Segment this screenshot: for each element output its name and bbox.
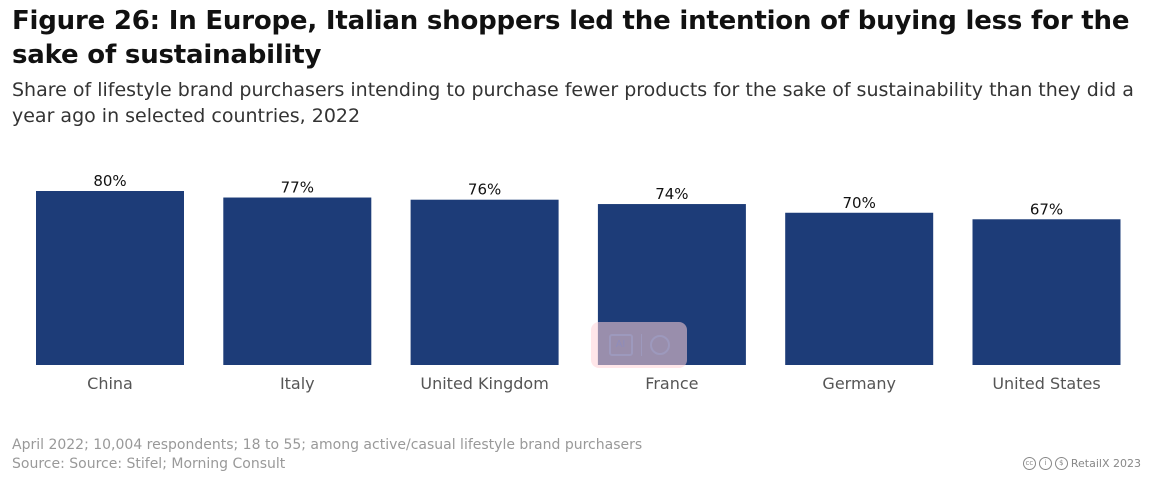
category-label: France xyxy=(645,374,698,393)
data-label: 77% xyxy=(281,179,314,197)
category-label: United States xyxy=(992,374,1100,393)
category-label: China xyxy=(87,374,133,393)
bar-united-kingdom xyxy=(410,199,559,365)
brand-label: RetailX 2023 xyxy=(1070,457,1141,470)
category-label: Germany xyxy=(822,374,896,393)
data-label: 80% xyxy=(93,172,126,190)
data-label: 67% xyxy=(1030,200,1063,218)
search-icon xyxy=(649,335,670,355)
data-label: 76% xyxy=(468,181,501,199)
bar-united-states xyxy=(972,219,1121,365)
data-label: 74% xyxy=(655,185,688,203)
watermark-divider xyxy=(640,334,642,356)
source-note: Source: Source: Stifel; Morning Consult xyxy=(12,456,286,472)
noncommercial-icon: $ xyxy=(1054,457,1068,470)
creative-commons-icon: cc xyxy=(1022,457,1036,470)
category-label: United Kingdom xyxy=(420,374,548,393)
copyright-brand: cc i $ RetailX 2023 xyxy=(1022,457,1141,470)
bar-germany xyxy=(785,212,934,365)
survey-note: April 2022; 10,004 respondents; 18 to 55… xyxy=(12,437,643,453)
bar-china xyxy=(36,191,184,365)
ai-search-watermark[interactable]: AI xyxy=(591,322,687,368)
attribution-icon: i xyxy=(1038,457,1052,470)
bar-chart: 80% China 77% Italy 76% United Kingdom 74% Fran… xyxy=(36,172,1121,393)
ai-icon: AI xyxy=(608,334,633,356)
category-label: Italy xyxy=(280,374,315,393)
chart-title: Figure 26: In Europe, Italian shoppers l… xyxy=(12,6,1130,70)
data-label: 70% xyxy=(843,194,876,212)
chart-subtitle: Share of lifestyle brand purchasers inte… xyxy=(12,79,1134,127)
bar-italy xyxy=(223,197,372,365)
